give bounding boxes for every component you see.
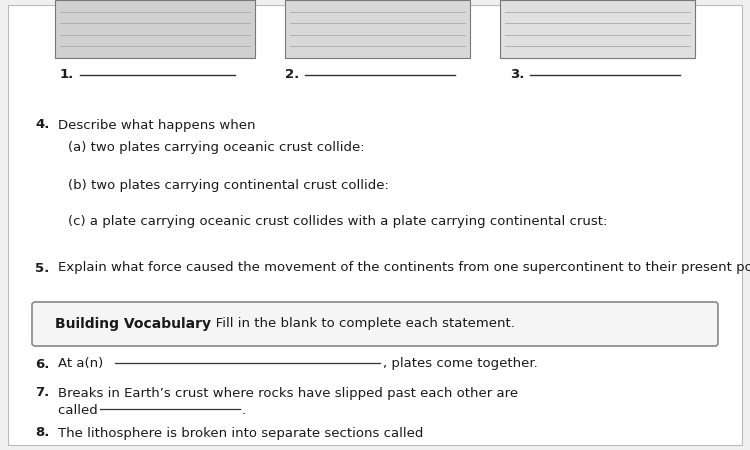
Text: .: . <box>242 404 246 417</box>
FancyBboxPatch shape <box>32 302 718 346</box>
Text: Fill in the blank to complete each statement.: Fill in the blank to complete each state… <box>203 318 514 330</box>
Text: Describe what happens when: Describe what happens when <box>58 118 256 131</box>
Text: called: called <box>58 404 102 417</box>
Text: (b) two plates carrying continental crust collide:: (b) two plates carrying continental crus… <box>68 179 389 192</box>
Text: 3.: 3. <box>510 68 524 81</box>
Text: The lithosphere is broken into separate sections called: The lithosphere is broken into separate … <box>58 427 423 440</box>
Text: 1.: 1. <box>60 68 74 81</box>
Text: At a(n): At a(n) <box>58 357 107 370</box>
Text: 7.: 7. <box>35 387 50 400</box>
Text: 8.: 8. <box>35 427 50 440</box>
Text: Breaks in Earth’s crust where rocks have slipped past each other are: Breaks in Earth’s crust where rocks have… <box>58 387 518 400</box>
Text: (c) a plate carrying oceanic crust collides with a plate carrying continental cr: (c) a plate carrying oceanic crust colli… <box>68 216 608 229</box>
Text: 6.: 6. <box>35 357 50 370</box>
Text: (a) two plates carrying oceanic crust collide:: (a) two plates carrying oceanic crust co… <box>68 141 364 154</box>
Text: Building Vocabulary: Building Vocabulary <box>55 317 211 331</box>
Text: , plates come together.: , plates come together. <box>383 357 538 370</box>
Bar <box>285 0 470 58</box>
FancyBboxPatch shape <box>8 5 742 445</box>
Text: Explain what force caused the movement of the continents from one supercontinent: Explain what force caused the movement o… <box>58 261 750 274</box>
Bar <box>500 0 695 58</box>
Text: 5.: 5. <box>35 261 50 274</box>
Bar <box>55 0 255 58</box>
Text: 2.: 2. <box>285 68 299 81</box>
Text: 4.: 4. <box>35 118 50 131</box>
